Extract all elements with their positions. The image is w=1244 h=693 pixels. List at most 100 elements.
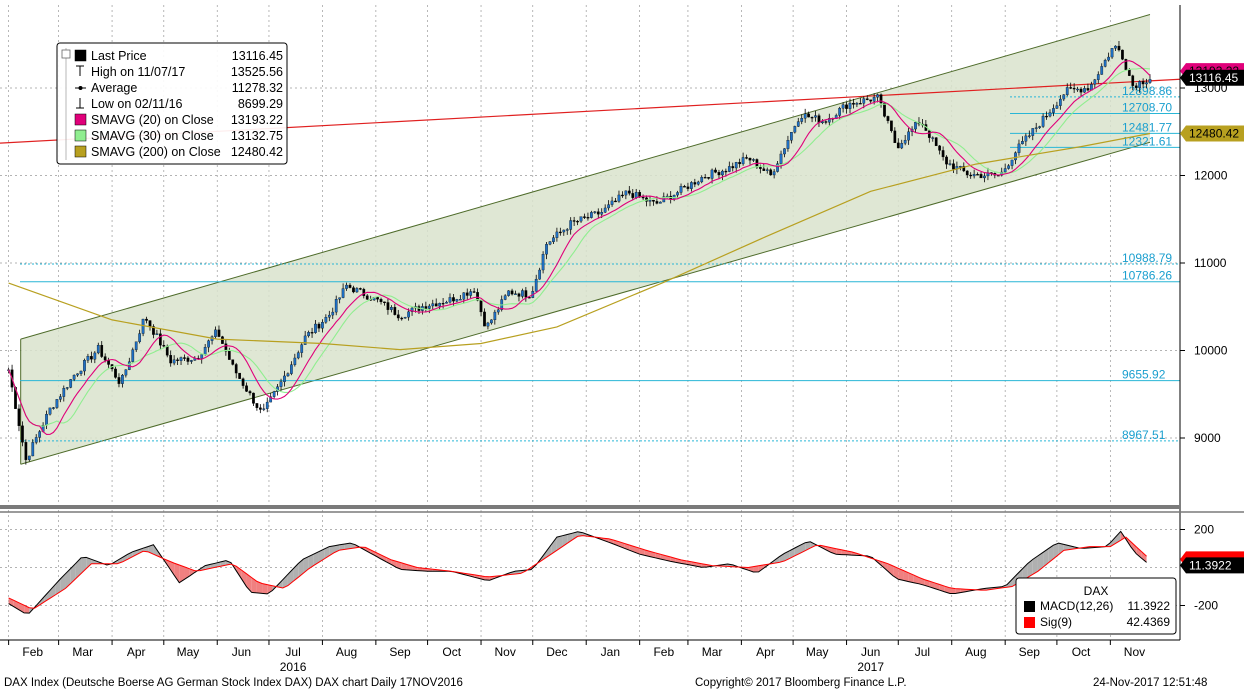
candle-body [1024,135,1028,142]
candle-body [165,345,169,356]
macd-fill-segment [603,538,609,543]
macd-tag-bg [1180,557,1244,574]
candle-body [1141,81,1145,85]
candle-body [890,120,893,132]
x-tick-label: Oct [1072,645,1091,659]
candle-body [234,364,238,374]
price-tick-label: 9000 [1194,431,1221,445]
candle-body [707,177,710,179]
candle-body [727,166,731,172]
legend-swatch [74,49,87,62]
candle-body [45,414,48,426]
candle-body [821,121,824,124]
candle-body [931,137,935,139]
candle-body [1062,94,1066,100]
macd-fill-segment [1058,543,1064,555]
candle-body [169,355,173,364]
candle-body [231,359,235,365]
candle-body [486,322,490,327]
sma20-line [8,60,1151,435]
candle-body [496,309,500,313]
candle-body [172,359,176,364]
macd-fill-segment [122,554,128,562]
candle-body [1127,69,1131,76]
candle-body [445,301,448,304]
candle-body [176,359,179,361]
candle-body [183,357,186,359]
candle-body [507,290,510,296]
candle-body [227,351,231,360]
candle-body [596,211,600,215]
x-tick-label: Dec [546,645,567,659]
candle-body [334,299,338,313]
candle-body [224,343,228,352]
candle-body [348,284,352,288]
macd-fill-segment [825,546,832,553]
candle-body [941,150,945,158]
candle-body [221,336,224,344]
legend-label: Last Price [91,49,147,63]
legend-label: Average [91,81,137,95]
level-label: 10786.26 [1122,269,1172,283]
candle-body [796,121,800,127]
macd-legend-swatch [1024,617,1035,628]
candle-body [286,373,290,377]
candle-body [527,297,531,299]
candle-body [538,269,542,280]
candle-body [958,166,962,168]
candle-body [24,442,28,460]
candle-body [300,344,304,353]
candle-body [479,300,483,313]
macd-fill-segment [944,586,950,594]
candle-body [269,396,273,403]
macd-fill-segment [934,582,940,591]
macd-fill-segment [153,544,159,557]
candle-body [896,142,900,149]
candle-body [303,335,307,345]
sma200-line [8,132,1151,351]
candle-body [886,116,890,121]
candle-body [452,297,455,302]
macd-fill-segment [893,565,899,580]
macd-fill-segment [1136,546,1142,559]
macd-fill-segment [1043,548,1049,568]
candle-body [1010,159,1014,166]
candle-body [1007,165,1010,169]
candle-body [158,333,162,346]
candle-body [907,131,910,141]
legend-label: SMAVG (200) on Close [91,145,221,159]
candle-body [948,163,952,165]
candle-body [314,323,317,333]
candle-body [548,241,552,245]
candle-body [565,229,569,231]
candle-body [386,302,390,310]
x-tick-label: Sep [389,645,411,659]
candle-body [1027,135,1031,137]
candle-body [476,292,479,301]
macd-fill-segment [318,549,325,563]
sma30-line [8,67,1151,427]
macd-fill-segment [650,551,656,558]
candle-body [686,186,690,189]
candle-body [317,323,321,329]
candle-body [600,212,604,215]
macd-fill-segment [86,557,92,569]
legend-value: 11278.32 [232,81,283,95]
macd-fill-segment [91,559,97,564]
candle-body [614,200,617,203]
candle-body [327,314,331,318]
macd-fill-segment [898,568,904,581]
candle-body [938,145,942,151]
macd-legend-label: Sig(9) [1040,615,1072,629]
candle-body [48,407,52,415]
candle-body [1117,45,1121,51]
candle-body [1041,115,1045,127]
candle-body [793,126,797,133]
candle-body [552,237,555,242]
x-tick-label: Nov [495,645,516,659]
price-tick-label: 12000 [1194,169,1228,183]
x-tick-label: Apr [127,645,146,659]
candle-body [521,290,524,297]
candle-body [114,368,117,378]
